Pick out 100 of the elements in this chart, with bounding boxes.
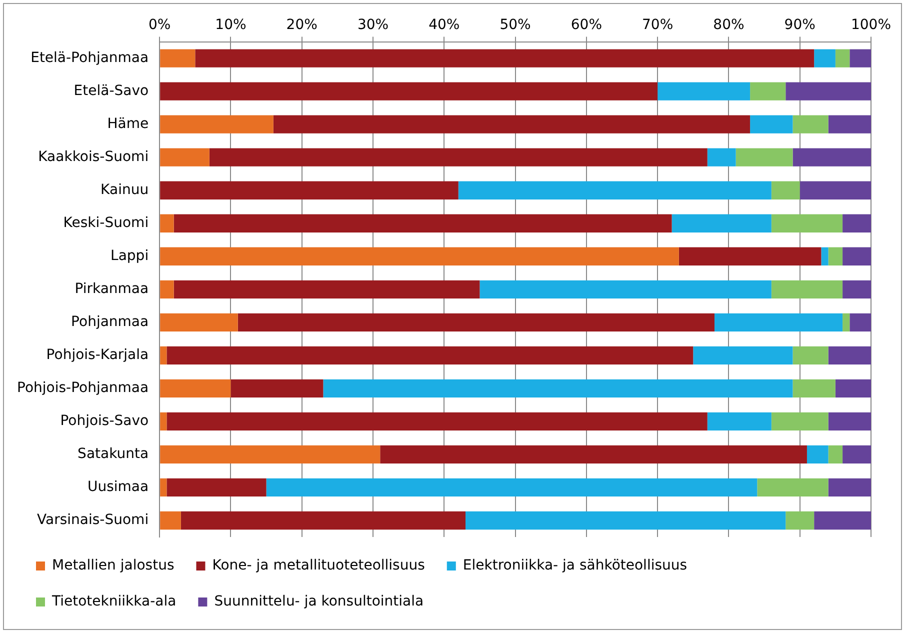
y-tick-label: Keski-Suomi xyxy=(63,215,149,232)
bar xyxy=(828,346,871,365)
legend-label: Suunnittelu- ja konsultointiala xyxy=(214,594,424,610)
bar xyxy=(672,214,772,232)
bar xyxy=(160,247,679,266)
bar xyxy=(786,511,814,530)
bar xyxy=(821,247,828,266)
x-tick-label: 40% xyxy=(428,17,460,34)
bar xyxy=(771,412,828,431)
bar xyxy=(238,313,714,332)
y-tick-label: Häme xyxy=(107,116,149,132)
y-tick-label: Kaakkois-Suomi xyxy=(38,148,149,165)
bar xyxy=(828,115,871,134)
bar xyxy=(736,148,793,166)
x-tick-label: 60% xyxy=(570,17,602,34)
bar xyxy=(828,412,871,431)
y-tick-label: Pirkanmaa xyxy=(74,281,149,298)
bar xyxy=(195,49,814,68)
bar xyxy=(842,214,871,232)
bar xyxy=(658,82,750,100)
bar xyxy=(842,313,850,332)
bar xyxy=(750,82,786,100)
bar xyxy=(209,148,708,166)
legend-label: Kone- ja metallituoteteollisuus xyxy=(212,558,425,574)
bar xyxy=(678,247,822,266)
y-tick-label: Lappi xyxy=(110,248,149,264)
bar xyxy=(842,280,871,298)
bar xyxy=(160,148,210,166)
bar xyxy=(273,115,750,134)
bar xyxy=(174,280,480,298)
bar xyxy=(828,445,843,464)
bar xyxy=(466,511,786,530)
bar xyxy=(160,445,380,464)
x-tick-label: 70% xyxy=(642,17,674,34)
y-tick-label: Pohjois-Savo xyxy=(60,413,149,430)
bar xyxy=(814,49,836,68)
bar xyxy=(480,280,772,298)
y-tick-label: Pohjanmaa xyxy=(71,314,149,330)
bar xyxy=(160,511,181,530)
bar xyxy=(166,412,708,431)
bar xyxy=(458,181,772,200)
bar xyxy=(806,445,828,464)
bar xyxy=(166,478,266,497)
x-tick-label: 0% xyxy=(148,17,171,34)
y-tick-label: Pohjois-Pohjanmaa xyxy=(17,380,149,396)
bar xyxy=(180,511,466,530)
bar xyxy=(160,115,274,134)
x-tick-label: 20% xyxy=(286,17,318,34)
bar xyxy=(160,181,458,200)
y-tick-label: Etelä-Pohjanmaa xyxy=(30,50,149,66)
bar xyxy=(160,214,174,232)
bar xyxy=(266,478,758,497)
bar xyxy=(757,478,828,497)
bar xyxy=(835,49,850,68)
y-tick-label: Varsinais-Suomi xyxy=(37,512,149,528)
bar xyxy=(792,148,871,166)
x-tick-label: 100% xyxy=(850,17,892,34)
bar xyxy=(771,280,843,298)
bar xyxy=(771,181,800,200)
y-tick-label: Satakunta xyxy=(78,446,149,462)
bar xyxy=(174,214,672,232)
bar xyxy=(230,379,324,398)
y-tick-label: Uusimaa xyxy=(87,479,149,496)
x-tick-label: 30% xyxy=(357,17,389,34)
legend-label: Metallien jalostus xyxy=(52,558,174,574)
bar xyxy=(800,181,871,200)
x-tick-label: 50% xyxy=(500,17,531,34)
bar xyxy=(160,346,167,365)
bar xyxy=(835,379,871,398)
bar xyxy=(792,115,828,134)
bar xyxy=(323,379,793,398)
bar xyxy=(714,313,843,332)
bar xyxy=(380,445,807,464)
bar xyxy=(842,445,871,464)
bar xyxy=(160,379,231,398)
bar xyxy=(828,247,843,266)
bar xyxy=(160,280,174,298)
x-tick-label: 80% xyxy=(713,17,744,34)
bar xyxy=(707,148,736,166)
bar xyxy=(786,82,871,100)
y-tick-label: Kainuu xyxy=(100,182,149,198)
bar xyxy=(160,82,658,100)
bar xyxy=(160,478,167,497)
y-tick-label: Pohjois-Karjala xyxy=(46,347,149,364)
bar xyxy=(771,214,843,232)
bar xyxy=(166,346,694,365)
legend-label: Elektroniikka- ja sähköteollisuus xyxy=(462,558,688,574)
bar xyxy=(850,49,871,68)
bar xyxy=(850,313,871,332)
bar xyxy=(160,49,196,68)
bar xyxy=(814,511,871,530)
bar xyxy=(693,346,793,365)
bar xyxy=(750,115,793,134)
x-tick-label: 90% xyxy=(784,17,816,34)
bar xyxy=(160,313,238,332)
legend-label: Tietotekniikka-ala xyxy=(51,594,176,610)
bar xyxy=(792,379,836,398)
bar xyxy=(842,247,871,266)
x-tick-label: 10% xyxy=(215,17,246,34)
bar xyxy=(707,412,772,431)
